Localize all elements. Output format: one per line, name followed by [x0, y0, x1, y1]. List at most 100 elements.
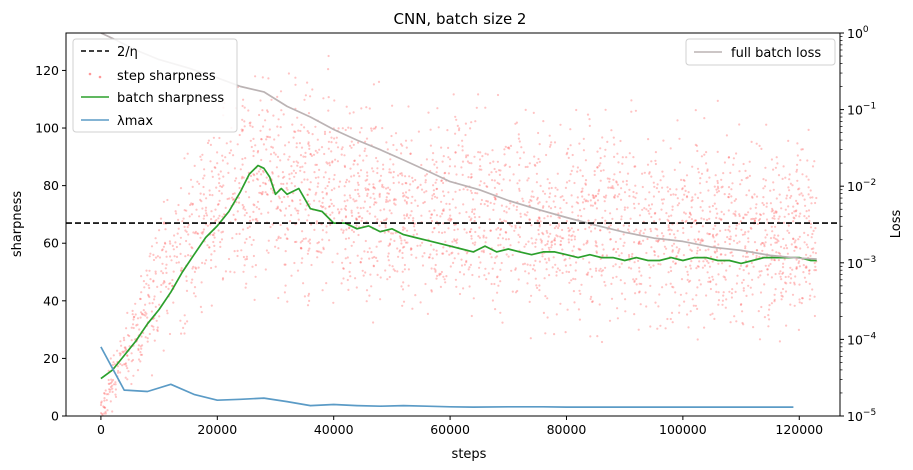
step-sharpness-point: [184, 322, 187, 325]
step-sharpness-point: [540, 239, 543, 242]
step-sharpness-point: [286, 300, 289, 303]
step-sharpness-point: [127, 370, 130, 373]
step-sharpness-point: [577, 247, 580, 250]
step-sharpness-point: [553, 227, 557, 230]
step-sharpness-point: [659, 324, 662, 327]
step-sharpness-point: [152, 325, 155, 328]
step-sharpness-point: [753, 241, 757, 244]
step-sharpness-point: [132, 326, 135, 330]
step-sharpness-point: [288, 204, 291, 208]
step-sharpness-point: [581, 201, 585, 204]
step-sharpness-point: [429, 244, 433, 247]
step-sharpness-point: [568, 179, 571, 182]
step-sharpness-point: [671, 285, 674, 288]
step-sharpness-point: [442, 275, 445, 278]
step-sharpness-point: [260, 212, 263, 215]
step-sharpness-point: [215, 186, 218, 189]
step-sharpness-point: [758, 338, 762, 341]
step-sharpness-point: [536, 161, 539, 164]
step-sharpness-point: [405, 146, 408, 149]
step-sharpness-point: [365, 220, 368, 223]
step-sharpness-point: [772, 168, 775, 171]
step-sharpness-point: [450, 218, 453, 221]
step-sharpness-point: [793, 249, 796, 252]
step-sharpness-point: [501, 237, 504, 240]
step-sharpness-point: [643, 207, 646, 210]
step-sharpness-point: [503, 164, 506, 167]
step-sharpness-point: [764, 241, 767, 244]
step-sharpness-point: [406, 229, 409, 232]
step-sharpness-point: [519, 212, 522, 215]
step-sharpness-point: [135, 324, 138, 327]
step-sharpness-point: [717, 291, 720, 294]
step-sharpness-point: [748, 160, 751, 163]
step-sharpness-point: [454, 132, 457, 135]
step-sharpness-point: [568, 281, 571, 284]
step-sharpness-point: [465, 259, 468, 263]
step-sharpness-point: [293, 185, 297, 188]
step-sharpness-point: [442, 252, 445, 255]
step-sharpness-point: [696, 196, 700, 199]
step-sharpness-point: [809, 189, 812, 192]
step-sharpness-point: [724, 240, 727, 244]
step-sharpness-point: [165, 309, 169, 312]
step-sharpness-point: [597, 190, 600, 193]
step-sharpness-point: [409, 248, 412, 251]
step-sharpness-point: [521, 197, 524, 200]
step-sharpness-point: [602, 195, 606, 198]
step-sharpness-point: [348, 194, 351, 197]
step-sharpness-point: [239, 168, 242, 171]
step-sharpness-point: [606, 140, 609, 143]
step-sharpness-point: [479, 165, 482, 168]
step-sharpness-point: [275, 239, 278, 242]
step-sharpness-point: [789, 281, 792, 284]
step-sharpness-point: [454, 206, 457, 209]
step-sharpness-point: [302, 282, 305, 285]
step-sharpness-point: [696, 286, 699, 289]
step-sharpness-point: [112, 378, 115, 382]
step-sharpness-point: [150, 374, 154, 377]
step-sharpness-point: [700, 172, 704, 175]
step-sharpness-point: [809, 254, 812, 257]
step-sharpness-point: [544, 332, 547, 335]
step-sharpness-point: [508, 165, 511, 168]
step-sharpness-point: [612, 178, 615, 181]
step-sharpness-point: [553, 333, 556, 336]
step-sharpness-point: [328, 205, 331, 208]
step-sharpness-point: [576, 170, 579, 173]
step-sharpness-point: [478, 168, 481, 171]
step-sharpness-point: [504, 145, 507, 148]
step-sharpness-point: [650, 215, 653, 219]
step-sharpness-point: [310, 263, 313, 267]
step-sharpness-point: [276, 205, 279, 208]
step-sharpness-point: [755, 203, 758, 206]
step-sharpness-point: [814, 269, 818, 272]
step-sharpness-point: [550, 186, 553, 190]
step-sharpness-point: [633, 280, 636, 283]
step-sharpness-point: [183, 314, 186, 317]
step-sharpness-point: [769, 237, 773, 240]
step-sharpness-point: [478, 215, 481, 219]
step-sharpness-point: [221, 230, 225, 233]
step-sharpness-point: [770, 210, 773, 213]
step-sharpness-point: [183, 225, 186, 228]
step-sharpness-point: [391, 104, 394, 107]
step-sharpness-point: [662, 139, 665, 142]
step-sharpness-point: [400, 242, 403, 245]
step-sharpness-point: [556, 235, 559, 238]
step-sharpness-point: [538, 260, 542, 263]
step-sharpness-point: [350, 211, 353, 214]
step-sharpness-point: [365, 137, 369, 140]
step-sharpness-point: [349, 261, 352, 265]
step-sharpness-point: [562, 198, 565, 202]
step-sharpness-point: [468, 230, 471, 234]
step-sharpness-point: [286, 195, 289, 198]
step-sharpness-point: [805, 243, 808, 246]
step-sharpness-point: [539, 184, 542, 187]
step-sharpness-point: [492, 160, 495, 163]
step-sharpness-point: [531, 242, 534, 245]
step-sharpness-point: [222, 184, 225, 187]
step-sharpness-point: [539, 220, 542, 223]
step-sharpness-point: [474, 241, 477, 244]
step-sharpness-point: [447, 218, 450, 221]
